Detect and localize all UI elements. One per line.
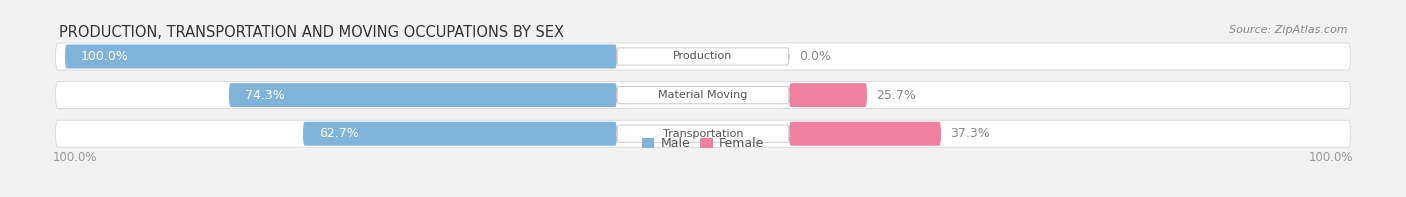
Text: 100.0%: 100.0% — [1309, 151, 1354, 164]
Text: Material Moving: Material Moving — [658, 90, 748, 100]
FancyBboxPatch shape — [617, 125, 789, 142]
FancyBboxPatch shape — [55, 120, 1351, 147]
Text: 100.0%: 100.0% — [52, 151, 97, 164]
Text: PRODUCTION, TRANSPORTATION AND MOVING OCCUPATIONS BY SEX: PRODUCTION, TRANSPORTATION AND MOVING OC… — [59, 25, 564, 40]
Text: 62.7%: 62.7% — [319, 127, 359, 140]
FancyBboxPatch shape — [55, 82, 1351, 109]
FancyBboxPatch shape — [789, 122, 941, 146]
Text: Transportation: Transportation — [662, 129, 744, 139]
Text: 0.0%: 0.0% — [799, 50, 831, 63]
FancyBboxPatch shape — [304, 122, 617, 146]
FancyBboxPatch shape — [65, 45, 617, 68]
Text: 100.0%: 100.0% — [82, 50, 129, 63]
Text: 74.3%: 74.3% — [245, 89, 285, 102]
FancyBboxPatch shape — [55, 43, 1351, 70]
FancyBboxPatch shape — [789, 83, 868, 107]
Text: 25.7%: 25.7% — [876, 89, 917, 102]
Text: Source: ZipAtlas.com: Source: ZipAtlas.com — [1229, 25, 1347, 35]
FancyBboxPatch shape — [617, 86, 789, 104]
Text: Production: Production — [673, 51, 733, 61]
FancyBboxPatch shape — [617, 48, 789, 65]
FancyBboxPatch shape — [229, 83, 617, 107]
Text: 37.3%: 37.3% — [950, 127, 990, 140]
Legend: Male, Female: Male, Female — [637, 132, 769, 155]
